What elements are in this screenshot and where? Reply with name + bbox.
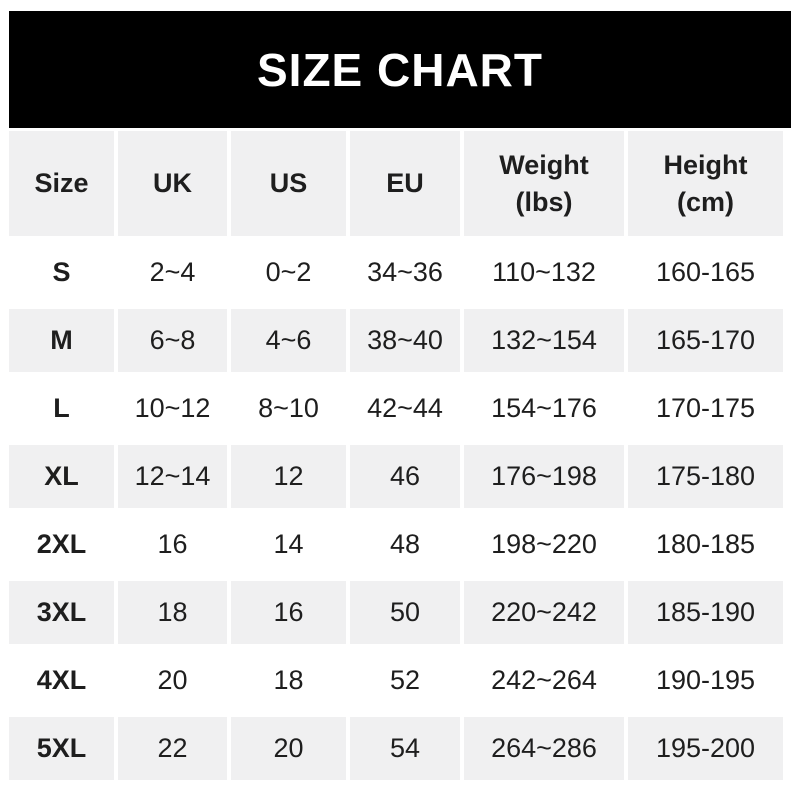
table-cell: 4XL bbox=[9, 649, 114, 712]
table-cell: 0~2 bbox=[231, 241, 346, 304]
table-cell: 10~12 bbox=[118, 377, 227, 440]
col-header-weight: Weight (lbs) bbox=[464, 131, 624, 236]
col-header-height: Height (cm) bbox=[628, 131, 783, 236]
col-header-size: Size bbox=[9, 131, 114, 236]
table-cell: 12~14 bbox=[118, 445, 227, 508]
table-cell: 180-185 bbox=[628, 513, 783, 576]
table-cell: 8~10 bbox=[231, 377, 346, 440]
table-cell: 22 bbox=[118, 717, 227, 780]
table-cell: 160-165 bbox=[628, 241, 783, 304]
table-cell: M bbox=[9, 309, 114, 372]
table-cell: 20 bbox=[118, 649, 227, 712]
table-cell: 16 bbox=[231, 581, 346, 644]
table-cell: 165-170 bbox=[628, 309, 783, 372]
table-cell: 4~6 bbox=[231, 309, 346, 372]
table-cell: 5XL bbox=[9, 717, 114, 780]
table-cell: 175-180 bbox=[628, 445, 783, 508]
table-cell: 3XL bbox=[9, 581, 114, 644]
table-cell: 132~154 bbox=[464, 309, 624, 372]
table-cell: 16 bbox=[118, 513, 227, 576]
table-cell: 54 bbox=[350, 717, 460, 780]
table-cell: 154~176 bbox=[464, 377, 624, 440]
table-cell: 2~4 bbox=[118, 241, 227, 304]
size-table: Size UK US EU Weight (lbs) Height (cm) S… bbox=[9, 131, 783, 780]
table-cell: 38~40 bbox=[350, 309, 460, 372]
col-header-eu: EU bbox=[350, 131, 460, 236]
table-cell: 185-190 bbox=[628, 581, 783, 644]
table-cell: 42~44 bbox=[350, 377, 460, 440]
table-cell: 6~8 bbox=[118, 309, 227, 372]
table-cell: 242~264 bbox=[464, 649, 624, 712]
table-cell: 18 bbox=[118, 581, 227, 644]
table-cell: 170-175 bbox=[628, 377, 783, 440]
table-cell: 264~286 bbox=[464, 717, 624, 780]
table-cell: XL bbox=[9, 445, 114, 508]
table-cell: 190-195 bbox=[628, 649, 783, 712]
col-header-us: US bbox=[231, 131, 346, 236]
page-title: SIZE CHART bbox=[257, 43, 543, 96]
table-cell: 18 bbox=[231, 649, 346, 712]
table-cell: 110~132 bbox=[464, 241, 624, 304]
table-cell: S bbox=[9, 241, 114, 304]
table-cell: 48 bbox=[350, 513, 460, 576]
title-banner: SIZE CHART bbox=[9, 11, 791, 128]
table-cell: 12 bbox=[231, 445, 346, 508]
table-cell: 198~220 bbox=[464, 513, 624, 576]
table-cell: 176~198 bbox=[464, 445, 624, 508]
table-cell: 52 bbox=[350, 649, 460, 712]
table-cell: 50 bbox=[350, 581, 460, 644]
col-header-uk: UK bbox=[118, 131, 227, 236]
table-cell: L bbox=[9, 377, 114, 440]
table-cell: 2XL bbox=[9, 513, 114, 576]
table-cell: 195-200 bbox=[628, 717, 783, 780]
table-cell: 220~242 bbox=[464, 581, 624, 644]
table-cell: 20 bbox=[231, 717, 346, 780]
table-cell: 34~36 bbox=[350, 241, 460, 304]
table-cell: 14 bbox=[231, 513, 346, 576]
table-cell: 46 bbox=[350, 445, 460, 508]
